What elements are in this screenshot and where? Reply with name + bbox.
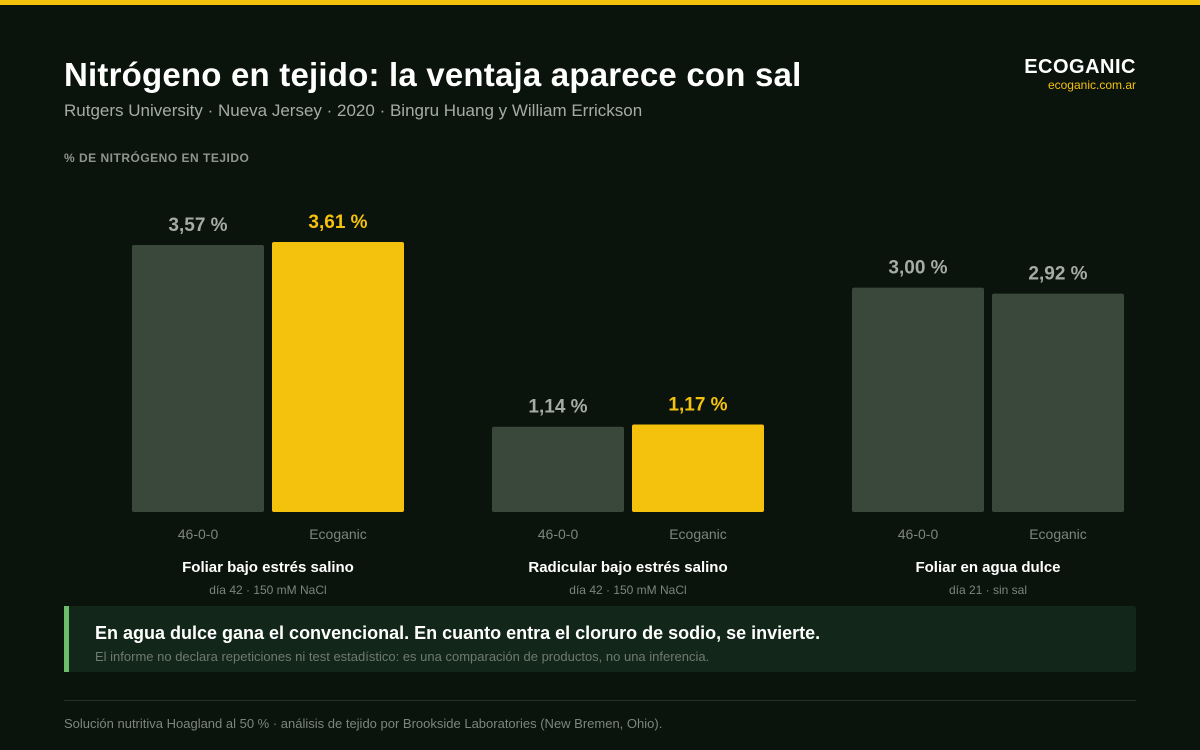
group-detail-label: día 42 · 150 mM NaCl bbox=[569, 583, 686, 597]
bar-value-label: 3,57 % bbox=[168, 215, 227, 236]
callout-note: El informe no declara repeticiones ni te… bbox=[95, 649, 710, 664]
bar bbox=[632, 424, 764, 512]
bar bbox=[852, 287, 984, 512]
page-subtitle: Rutgers University · Nueva Jersey · 2020… bbox=[64, 101, 643, 120]
brand-block: ECOGANIC ecoganic.com.ar bbox=[1024, 56, 1136, 92]
group-name-label: Foliar en agua dulce bbox=[915, 559, 1060, 576]
bar bbox=[272, 242, 404, 512]
bar-category-label: 46-0-0 bbox=[898, 526, 939, 542]
bar-value-label: 2,92 % bbox=[1028, 264, 1087, 285]
bar-value-label: 1,17 % bbox=[668, 394, 727, 415]
brand-logo-text: ECOGANIC bbox=[1024, 56, 1136, 78]
footer-divider bbox=[64, 700, 1136, 701]
brand-url: ecoganic.com.ar bbox=[1047, 78, 1136, 92]
bar bbox=[492, 426, 624, 512]
footer-note: Solución nutritiva Hoagland al 50 % · an… bbox=[64, 716, 663, 731]
bar-value-label: 1,14 % bbox=[528, 397, 587, 418]
bar-value-label: 3,61 % bbox=[308, 212, 367, 233]
bar bbox=[132, 244, 264, 512]
group-name-label: Foliar bajo estrés salino bbox=[182, 559, 354, 576]
bar-category-label: 46-0-0 bbox=[178, 526, 219, 542]
bar-value-label: 3,00 % bbox=[888, 258, 947, 279]
top-accent-bar bbox=[0, 0, 1200, 5]
callout-title: En agua dulce gana el convencional. En c… bbox=[95, 623, 821, 643]
callout-box: En agua dulce gana el convencional. En c… bbox=[64, 606, 1136, 672]
group-name-label: Radicular bajo estrés salino bbox=[528, 559, 727, 576]
group-detail-label: día 42 · 150 mM NaCl bbox=[209, 583, 326, 597]
group-detail-label: día 21 · sin sal bbox=[949, 583, 1027, 597]
bar-category-label: Ecoganic bbox=[309, 526, 367, 542]
bar-category-label: Ecoganic bbox=[669, 526, 727, 542]
bar-category-label: 46-0-0 bbox=[538, 526, 579, 542]
page-title: Nitrógeno en tejido: la ventaja aparece … bbox=[64, 56, 802, 93]
y-axis-label: % DE NITRÓGENO EN TEJIDO bbox=[64, 151, 250, 165]
bar bbox=[992, 293, 1124, 512]
bar-chart: 3,57 % 46-0-0 3,61 % Ecoganic Foliar bajo es… bbox=[132, 212, 1124, 597]
bar-category-label: Ecoganic bbox=[1029, 526, 1087, 542]
